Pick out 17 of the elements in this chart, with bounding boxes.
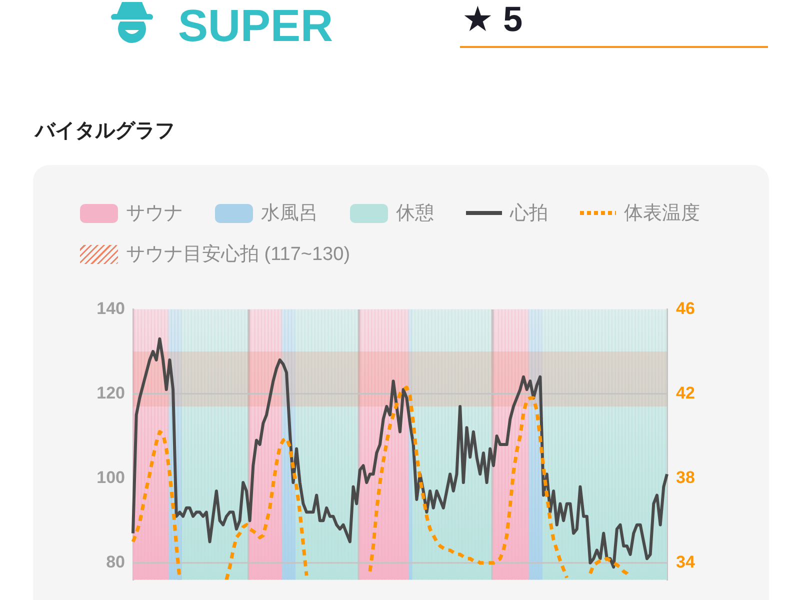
y2-tick-label: 34 bbox=[676, 552, 696, 572]
legend-label: 水風呂 bbox=[261, 202, 318, 226]
legend-label: サウナ bbox=[126, 202, 183, 226]
y-tick-label: 80 bbox=[106, 552, 125, 572]
legend-label: サウナ目安心拍 (117~130) bbox=[126, 243, 350, 267]
y2-tick-label: 38 bbox=[676, 468, 695, 488]
y-tick-label: 100 bbox=[96, 468, 125, 488]
legend-label: 体表温度 bbox=[624, 202, 700, 226]
y-tick-label: 120 bbox=[96, 383, 125, 402]
text: SUPER bbox=[178, 0, 334, 51]
y-tick-label: 140 bbox=[96, 298, 125, 318]
legend-label: 心拍 bbox=[510, 202, 548, 226]
y2-tick-label: 46 bbox=[676, 298, 695, 318]
legend-label: 休憩 bbox=[396, 202, 434, 226]
y2-tick-label: 42 bbox=[676, 383, 695, 402]
chart-title: バイタルグラフ bbox=[35, 119, 175, 143]
text: ★ 5 bbox=[462, 0, 523, 39]
